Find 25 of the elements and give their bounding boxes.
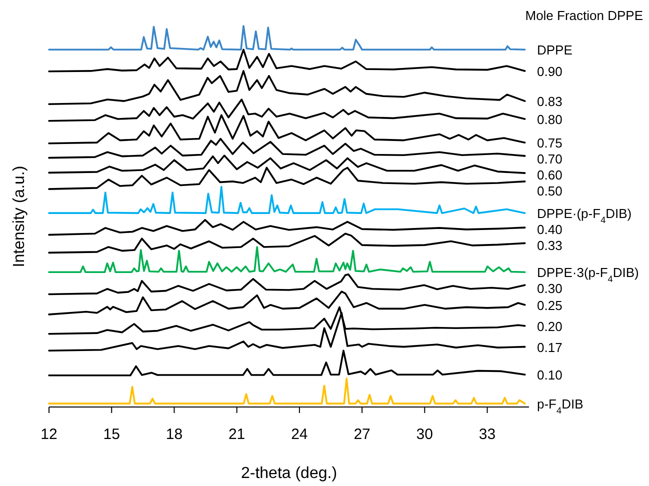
series-label: 0.75 bbox=[537, 136, 562, 151]
series-label: 0.33 bbox=[537, 238, 562, 254]
series-label: DPPE bbox=[537, 42, 573, 58]
x-tick-label: 30 bbox=[416, 426, 433, 443]
series-label: 0.60 bbox=[537, 168, 562, 183]
x-tick-label: 24 bbox=[291, 426, 308, 443]
series-label: 0.10 bbox=[537, 368, 562, 383]
y-axis-title: Intensity (a.u.) bbox=[11, 166, 28, 268]
series-label: p-F$_{4}$DIB bbox=[537, 396, 584, 416]
x-tick-label: 15 bbox=[103, 426, 120, 443]
x-tick-label: 21 bbox=[228, 426, 246, 443]
x-tick-label: 18 bbox=[166, 426, 183, 443]
series-label: 0.83 bbox=[537, 94, 562, 110]
legend-title: Mole Fraction DPPE bbox=[525, 8, 644, 23]
series-label: 0.25 bbox=[537, 298, 562, 313]
x-tick-label: 12 bbox=[40, 426, 58, 443]
series-label: 0.70 bbox=[537, 152, 562, 167]
series-label: 0.80 bbox=[537, 112, 562, 127]
series-label: 0.17 bbox=[537, 340, 562, 355]
series-label: 0.90 bbox=[537, 64, 562, 79]
series-label: 0.20 bbox=[537, 318, 562, 334]
series-label: 0.50 bbox=[537, 184, 562, 199]
x-tick-label: 27 bbox=[354, 426, 370, 443]
x-axis-title: 2-theta (deg.) bbox=[240, 465, 338, 482]
x-tick-label: 33 bbox=[478, 426, 496, 443]
